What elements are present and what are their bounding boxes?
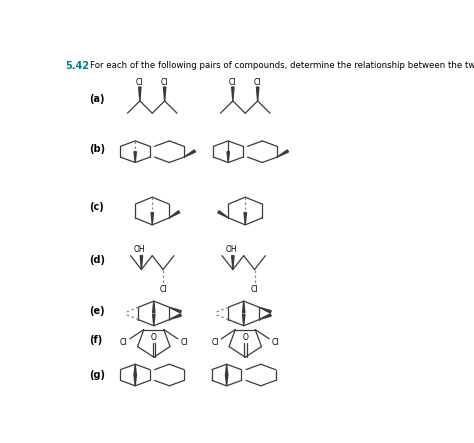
Polygon shape: [164, 87, 166, 101]
Polygon shape: [259, 307, 271, 313]
Text: For each of the following pairs of compounds, determine the relationship between: For each of the following pairs of compo…: [90, 61, 474, 70]
Text: 5.42: 5.42: [65, 61, 90, 71]
Text: Cl: Cl: [136, 78, 144, 87]
Polygon shape: [243, 301, 245, 313]
Polygon shape: [243, 314, 245, 326]
Polygon shape: [134, 375, 137, 386]
Polygon shape: [139, 87, 141, 101]
Polygon shape: [153, 314, 155, 326]
Text: Cl: Cl: [211, 338, 219, 347]
Text: (c): (c): [89, 202, 103, 212]
Text: Cl: Cl: [254, 78, 261, 87]
Polygon shape: [134, 364, 137, 375]
Text: O: O: [151, 334, 157, 342]
Text: Cl: Cl: [251, 285, 258, 294]
Polygon shape: [226, 375, 228, 386]
Text: (a): (a): [89, 94, 104, 105]
Polygon shape: [226, 364, 228, 375]
Text: O: O: [242, 334, 248, 342]
Polygon shape: [259, 314, 271, 319]
Polygon shape: [169, 307, 181, 313]
Text: Cl: Cl: [229, 78, 237, 87]
Polygon shape: [169, 314, 181, 319]
Polygon shape: [244, 213, 246, 225]
Text: Cl: Cl: [161, 78, 168, 87]
Text: (g): (g): [89, 370, 105, 380]
Polygon shape: [232, 256, 234, 269]
Text: (e): (e): [89, 306, 104, 316]
Polygon shape: [227, 152, 229, 163]
Polygon shape: [218, 211, 228, 218]
Text: (b): (b): [89, 144, 105, 155]
Polygon shape: [153, 301, 155, 313]
Polygon shape: [256, 87, 259, 101]
Polygon shape: [140, 256, 143, 269]
Text: Cl: Cl: [159, 285, 167, 294]
Polygon shape: [151, 213, 154, 225]
Polygon shape: [169, 211, 180, 218]
Polygon shape: [232, 87, 234, 101]
Text: Cl: Cl: [120, 338, 128, 347]
Text: Cl: Cl: [272, 338, 279, 347]
Text: OH: OH: [134, 245, 146, 254]
Text: (d): (d): [89, 255, 105, 264]
Text: (f): (f): [89, 335, 102, 346]
Text: OH: OH: [226, 245, 237, 254]
Polygon shape: [184, 150, 195, 157]
Polygon shape: [277, 150, 289, 157]
Text: Cl: Cl: [180, 338, 188, 347]
Polygon shape: [134, 152, 137, 163]
